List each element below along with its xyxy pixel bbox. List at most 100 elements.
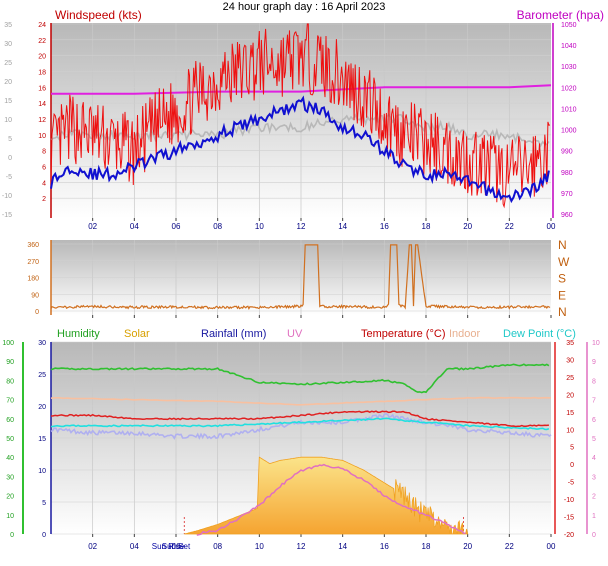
wind-xtick-label: 08 bbox=[213, 222, 222, 231]
wind-inner-tick-label: 2 bbox=[42, 196, 46, 203]
climate-xtick-label: 16 bbox=[380, 542, 389, 551]
climate-series bbox=[50, 363, 552, 536]
temperature-tick-label: -5 bbox=[568, 480, 574, 487]
uv-tick-label: 0 bbox=[592, 532, 596, 539]
climate-xtick-label: 18 bbox=[422, 542, 431, 551]
legend-humidity: Humidity bbox=[57, 328, 100, 340]
uv-tick-label: 3 bbox=[592, 474, 596, 481]
sunset-label: Sun Set bbox=[162, 542, 191, 551]
direction-gridlines bbox=[51, 240, 551, 315]
humidity-tick-label: 70 bbox=[6, 398, 14, 405]
temperature-tick-label: 10 bbox=[566, 427, 574, 434]
humidity-tick-label: 100 bbox=[2, 340, 14, 347]
barometer-tick-label: 1010 bbox=[561, 106, 577, 113]
temperature-tick-label: 20 bbox=[566, 392, 574, 399]
compass-tick-label: N bbox=[558, 238, 567, 252]
uv-tick-label: 10 bbox=[592, 340, 600, 347]
climate-xtick-label: 12 bbox=[297, 542, 306, 551]
temperature-tick-label: 15 bbox=[566, 410, 574, 417]
indoor-line bbox=[50, 396, 552, 406]
wind-outer-tick-label: -10 bbox=[2, 193, 12, 200]
barometer-tick-label: 1000 bbox=[561, 128, 577, 135]
direction-line bbox=[50, 244, 551, 310]
page-title: 24 hour graph day : 16 April 2023 bbox=[223, 1, 386, 13]
wind-outer-tick-label: 20 bbox=[4, 79, 12, 86]
temperature-tick-label: 5 bbox=[570, 445, 574, 452]
wind-outer-tick-label: 0 bbox=[8, 155, 12, 162]
wind-outer-tick-label: 10 bbox=[4, 117, 12, 124]
humidity-tick-label: 0 bbox=[10, 532, 14, 539]
wind-inner-tick-label: 8 bbox=[42, 149, 46, 156]
wind-outer-tick-label: 35 bbox=[4, 22, 12, 29]
wind-xtick-label: 20 bbox=[463, 222, 472, 231]
temperature-tick-label: -20 bbox=[564, 532, 574, 539]
humidity-tick-label: 50 bbox=[6, 436, 14, 443]
wind-xtick-label: 18 bbox=[422, 222, 431, 231]
direction-tick-label: 90 bbox=[31, 292, 39, 299]
humidity-tick-label: 20 bbox=[6, 494, 14, 501]
compass-tick-label: E bbox=[558, 288, 566, 302]
uv-tick-label: 6 bbox=[592, 417, 596, 424]
wind-inner-tick-label: 10 bbox=[38, 133, 46, 140]
wind-xtick-label: 02 bbox=[88, 222, 97, 231]
wind-xtick-label: 00 bbox=[547, 222, 556, 231]
climate-xtick-label: 10 bbox=[255, 542, 264, 551]
wind-xtick-label: 16 bbox=[380, 222, 389, 231]
barometer-line bbox=[51, 84, 552, 95]
compass-tick-label: N bbox=[558, 305, 567, 319]
rain-tick-label: 5 bbox=[42, 500, 46, 507]
barometer-tick-label: 990 bbox=[561, 149, 573, 156]
rain-tick-label: 15 bbox=[38, 436, 46, 443]
temperature-tick-label: -10 bbox=[564, 497, 574, 504]
uv-tick-label: 9 bbox=[592, 359, 596, 366]
temperature-tick-label: 0 bbox=[570, 462, 574, 469]
sunrise-label: Sun Rise bbox=[152, 542, 185, 551]
temperature-tick-label: -15 bbox=[564, 515, 574, 522]
legend-uv: UV bbox=[287, 328, 303, 340]
direction-tick-label: 270 bbox=[27, 259, 39, 266]
wind-outer-tick-label: 5 bbox=[8, 136, 12, 143]
legend-indoor: Indoor bbox=[449, 328, 481, 340]
rain-tick-label: 25 bbox=[38, 372, 46, 379]
uv-tick-label: 8 bbox=[592, 378, 596, 385]
rain-tick-label: 0 bbox=[42, 532, 46, 539]
legend-rainfall: Rainfall (mm) bbox=[201, 328, 266, 340]
temperature-tick-label: 35 bbox=[566, 340, 574, 347]
barometer-tick-label: 960 bbox=[561, 212, 573, 219]
wind-outer-tick-label: -5 bbox=[6, 174, 12, 181]
barometer-tick-label: 1040 bbox=[561, 43, 577, 50]
uv-line bbox=[196, 463, 466, 536]
direction-tick-label: 360 bbox=[27, 242, 39, 249]
temperature-tick-label: 25 bbox=[566, 375, 574, 382]
wind-xtick-label: 12 bbox=[297, 222, 306, 231]
barometer-axis-label: Barometer (hpa) bbox=[517, 8, 604, 22]
wind-xtick-label: 04 bbox=[130, 222, 139, 231]
windspeed-axis-label: Windspeed (kts) bbox=[55, 8, 142, 22]
wind-inner-tick-label: 14 bbox=[38, 101, 46, 108]
barometer-tick-label: 970 bbox=[561, 191, 573, 198]
wind-xtick-label: 14 bbox=[338, 222, 347, 231]
humidity-line bbox=[50, 363, 550, 394]
humidity-tick-label: 80 bbox=[6, 378, 14, 385]
wind-xtick-label: 22 bbox=[505, 222, 514, 231]
barometer-tick-label: 980 bbox=[561, 170, 573, 177]
humidity-tick-label: 10 bbox=[6, 513, 14, 520]
temperature-tick-label: 30 bbox=[566, 357, 574, 364]
wind-series bbox=[50, 23, 552, 209]
wind-outer-tick-label: 15 bbox=[4, 98, 12, 105]
wind-inner-tick-label: 22 bbox=[38, 38, 46, 45]
uv-tick-label: 7 bbox=[592, 398, 596, 405]
dewpoint-line bbox=[50, 417, 550, 431]
climate-xtick-label: 22 bbox=[505, 542, 514, 551]
humidity-tick-label: 60 bbox=[6, 417, 14, 424]
wind-inner-tick-label: 20 bbox=[38, 54, 46, 61]
humidity-tick-label: 90 bbox=[6, 359, 14, 366]
rain-tick-label: 30 bbox=[38, 340, 46, 347]
wind-average-line bbox=[50, 95, 550, 204]
wind-outer-tick-label: 30 bbox=[4, 41, 12, 48]
feels-line bbox=[50, 412, 552, 440]
wind-inner-tick-label: 24 bbox=[38, 22, 46, 29]
climate-xtick-label: 06 bbox=[172, 542, 181, 551]
